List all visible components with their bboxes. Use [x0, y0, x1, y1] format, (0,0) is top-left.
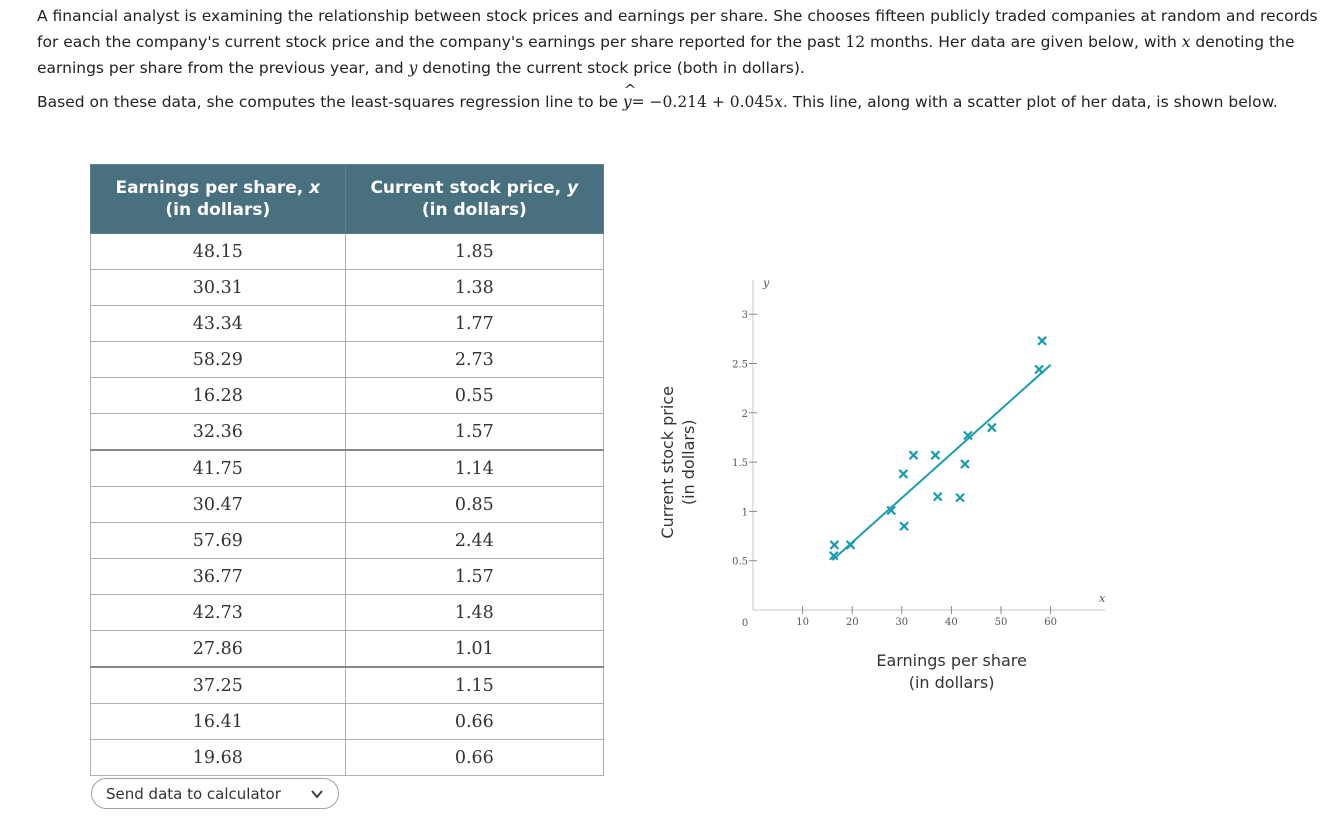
- months-number: 12: [845, 33, 866, 51]
- col-header-earnings: Earnings per share, x (in dollars): [90, 164, 346, 234]
- table-row: 48.15 1.85: [90, 233, 605, 270]
- x-tick-label: 60: [1044, 617, 1057, 628]
- y-tick-label: 1.5: [732, 458, 748, 469]
- table-row: 16.28 0.55: [90, 377, 605, 414]
- x-axis-var: x: [1099, 592, 1106, 605]
- problem-statement: A financial analyst is examining the rel…: [37, 3, 1322, 115]
- data-point: [908, 450, 919, 460]
- data-point: [987, 422, 997, 433]
- chevron-down-icon: [311, 790, 323, 799]
- data-point: [963, 430, 973, 441]
- regression-line: [831, 364, 1052, 561]
- table-row: 37.25 1.15: [90, 666, 605, 704]
- table-row: 41.75 1.14: [90, 449, 605, 487]
- table-row: 58.29 2.73: [90, 341, 605, 378]
- data-point: [845, 540, 856, 550]
- data-point: [1037, 336, 1047, 346]
- data-point: [828, 550, 839, 561]
- equation-x: x: [774, 93, 783, 111]
- x-tick-label: 30: [895, 617, 908, 628]
- y-hat: y: [623, 77, 636, 115]
- data-table: Earnings per share, x (in dollars) Curre…: [90, 164, 605, 776]
- y-tick-label: 2.5: [732, 360, 748, 371]
- data-point: [898, 469, 909, 479]
- x-axis-title: Earnings per share: [876, 651, 1027, 670]
- table-row: 43.34 1.77: [90, 305, 605, 342]
- x-tick-label: 50: [995, 617, 1008, 628]
- send-data-to-calculator-button[interactable]: Send data to calculator: [91, 778, 339, 809]
- data-point: [932, 491, 943, 502]
- data-point: [829, 540, 840, 550]
- table-row: 30.47 0.85: [90, 486, 605, 523]
- col-header-price: Current stock price, y (in dollars): [344, 164, 605, 234]
- x-axis-title: (in dollars): [909, 673, 995, 692]
- table-row: 27.86 1.01: [90, 630, 605, 668]
- x-tick-label: 20: [846, 617, 859, 628]
- data-point: [1034, 364, 1044, 375]
- table-row: 57.69 2.44: [90, 522, 605, 559]
- table-row: 19.68 0.66: [90, 739, 605, 776]
- table-row: 42.73 1.48: [90, 594, 605, 631]
- problem-paragraph-2: Based on these data, she computes the le…: [37, 77, 1322, 115]
- data-point: [955, 492, 965, 503]
- table-row: 30.31 1.38: [90, 269, 605, 306]
- table-row: 16.41 0.66: [90, 703, 605, 740]
- x-tick-label: 40: [945, 617, 958, 628]
- regression-equation: = −0.214 + 0.045: [631, 93, 775, 111]
- send-button-label: Send data to calculator: [106, 784, 281, 803]
- y-axis-title: (in dollars): [679, 419, 698, 505]
- data-point: [960, 459, 970, 469]
- x-tick-label: 10: [796, 617, 809, 628]
- data-point: [899, 521, 909, 531]
- y-variable: y: [408, 59, 418, 77]
- y-tick-label: 1: [742, 507, 748, 518]
- data-point: [886, 505, 896, 516]
- y-tick-label: 3: [742, 310, 748, 321]
- x-variable: x: [1181, 33, 1191, 51]
- problem-paragraph-1: A financial analyst is examining the rel…: [37, 7, 1318, 77]
- y-tick-label: 0.5: [732, 557, 748, 568]
- y-axis-var: y: [762, 277, 770, 290]
- data-point: [930, 450, 941, 460]
- y-tick-label: 2: [742, 409, 748, 420]
- origin-label: 0: [742, 618, 748, 629]
- y-axis-title: Current stock price: [658, 386, 677, 539]
- table-row: 32.36 1.57: [90, 413, 605, 451]
- table-row: 36.77 1.57: [90, 558, 605, 595]
